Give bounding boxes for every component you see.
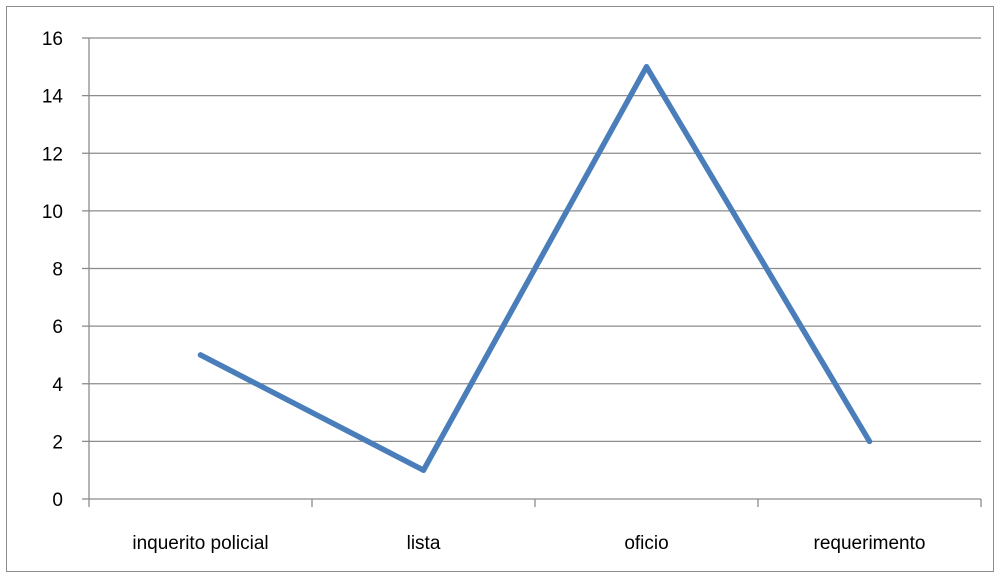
x-tick-label: inquerito policial: [132, 533, 268, 554]
y-tick-label: 2: [52, 432, 63, 453]
x-tick-labels: inquerito policial lista oficio requeriment…: [132, 533, 925, 554]
y-tick-label: 10: [42, 202, 63, 223]
x-tick-label: lista: [407, 533, 441, 554]
data-point: [866, 438, 873, 445]
y-tick-label: 4: [52, 375, 63, 396]
series-line: [197, 64, 873, 473]
x-tick-label: oficio: [624, 533, 668, 554]
data-point: [197, 352, 204, 358]
y-tick-label: 6: [52, 317, 63, 338]
y-tick-label: 12: [42, 144, 63, 165]
y-tick-label: 8: [52, 260, 63, 281]
y-tick-label: 14: [42, 87, 64, 108]
data-point: [420, 467, 427, 473]
y-tick-label: 0: [52, 490, 63, 511]
series-lines: [197, 64, 873, 473]
gridlines: [89, 37, 981, 443]
y-tick-label: 16: [42, 29, 63, 50]
data-point: [643, 64, 650, 70]
y-tick-labels: 0 2 4 6 8 10 12 14 16: [42, 29, 64, 511]
axes: [82, 37, 982, 507]
chart-area: [6, 6, 994, 572]
x-tick-label: requerimento: [814, 533, 926, 554]
